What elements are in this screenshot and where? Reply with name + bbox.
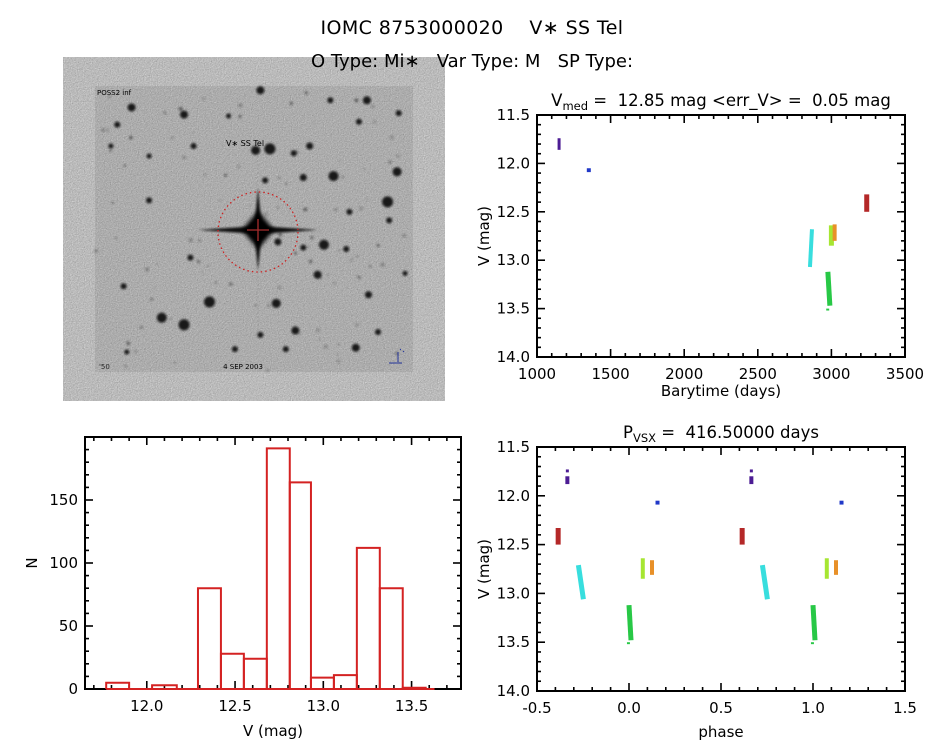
target-label: V∗ SS Tel — [226, 139, 264, 148]
y-axis-label: N — [23, 557, 41, 568]
svg-text:3500: 3500 — [886, 365, 924, 383]
svg-text:12.0: 12.0 — [497, 487, 530, 505]
data-streaks — [557, 138, 870, 311]
svg-text:11.5: 11.5 — [497, 438, 530, 456]
svg-text:1000: 1000 — [518, 365, 556, 383]
page-title: IOMC 8753000020 V∗ SS Tel — [320, 17, 624, 39]
corner-mark-label: '50 — [99, 363, 110, 371]
svg-text:2500: 2500 — [739, 365, 777, 383]
svg-text:13.5: 13.5 — [497, 633, 530, 651]
svg-text:12.5: 12.5 — [497, 536, 530, 554]
svg-text:150: 150 — [49, 491, 78, 509]
target-circle — [217, 191, 299, 273]
axis-tick-labels: -0.5 0.0 0.5 1.0 1.5 11.5 12.0 12.5 13.0 13.5 14.0 — [497, 438, 917, 717]
plot-title: Vmed = 12.85 mag <err_V> = 0.05 mag — [551, 91, 891, 113]
svg-text:13.0: 13.0 — [307, 697, 340, 715]
svg-text:1500: 1500 — [592, 365, 630, 383]
svg-text:12.0: 12.0 — [130, 697, 163, 715]
axis-ticks — [85, 436, 461, 690]
svg-text:13.5: 13.5 — [497, 300, 530, 318]
svg-text:0.5: 0.5 — [709, 699, 733, 717]
svg-text:12.5: 12.5 — [497, 203, 530, 221]
x-axis-label: phase — [698, 723, 743, 741]
plot-frame — [536, 114, 906, 358]
axis-tick-labels: 12.0 12.5 13.0 13.5 0 50 100 150 — [49, 491, 428, 715]
axis-ticks — [536, 446, 906, 692]
svg-text:-0.5: -0.5 — [522, 699, 551, 717]
svg-text:14.0: 14.0 — [497, 348, 530, 366]
survey-label: POSS2 inf — [97, 89, 132, 97]
plot-frame — [536, 446, 906, 692]
x-axis-label: Barytime (days) — [661, 382, 781, 400]
svg-text:13.0: 13.0 — [497, 251, 530, 269]
svg-text:11.5: 11.5 — [497, 106, 530, 124]
field-stars — [108, 86, 408, 355]
svg-text:3000: 3000 — [812, 365, 850, 383]
magnitude-histogram-plot: 12.0 12.5 13.0 13.5 0 50 100 150 V (mag) N — [23, 436, 462, 740]
x-axis-label: V (mag) — [243, 722, 303, 740]
axis-tick-labels: 1000 1500 2000 2500 3000 3500 11.5 12.0 12.5 13.0… — [497, 106, 925, 383]
axis-ticks — [536, 114, 906, 358]
plot-frame — [84, 436, 462, 690]
histogram-bars — [105, 447, 435, 690]
svg-text:100: 100 — [49, 554, 78, 572]
svg-text:2000: 2000 — [665, 365, 703, 383]
phase-folded-plot: -0.5 0.0 0.5 1.0 1.5 11.5 12.0 12.5 13.0 13.5 14.0… — [475, 423, 917, 741]
y-axis-label: V (mag) — [475, 206, 493, 266]
date-label: 4 SEP 2003 — [223, 363, 263, 371]
svg-text:1.5: 1.5 — [893, 699, 917, 717]
svg-text:12.0: 12.0 — [497, 154, 530, 172]
data-streaks — [555, 469, 844, 645]
lightcurve-plot: 1000 1500 2000 2500 3000 3500 11.5 12.0 12.5 13.0… — [475, 91, 925, 400]
compass-mark — [389, 348, 405, 364]
target-crosshair — [247, 219, 269, 241]
svg-text:0.0: 0.0 — [617, 699, 641, 717]
starfield-finder-chart: V∗ SS Tel POSS2 inf 4 SEP 2003 '50 — [94, 86, 413, 372]
faint-stars — [94, 91, 406, 372]
svg-text:1.0: 1.0 — [801, 699, 825, 717]
svg-text:50: 50 — [59, 617, 78, 635]
plot-title: PVSX = 416.50000 days — [623, 423, 819, 445]
svg-text:0: 0 — [68, 680, 78, 698]
svg-text:13.5: 13.5 — [395, 697, 428, 715]
svg-text:12.5: 12.5 — [218, 697, 251, 715]
svg-text:14.0: 14.0 — [497, 682, 530, 700]
svg-text:13.0: 13.0 — [497, 584, 530, 602]
y-axis-label: V (mag) — [475, 539, 493, 599]
object-type-subtitle: O Type: Mi∗ Var Type: M SP Type: — [310, 51, 634, 72]
